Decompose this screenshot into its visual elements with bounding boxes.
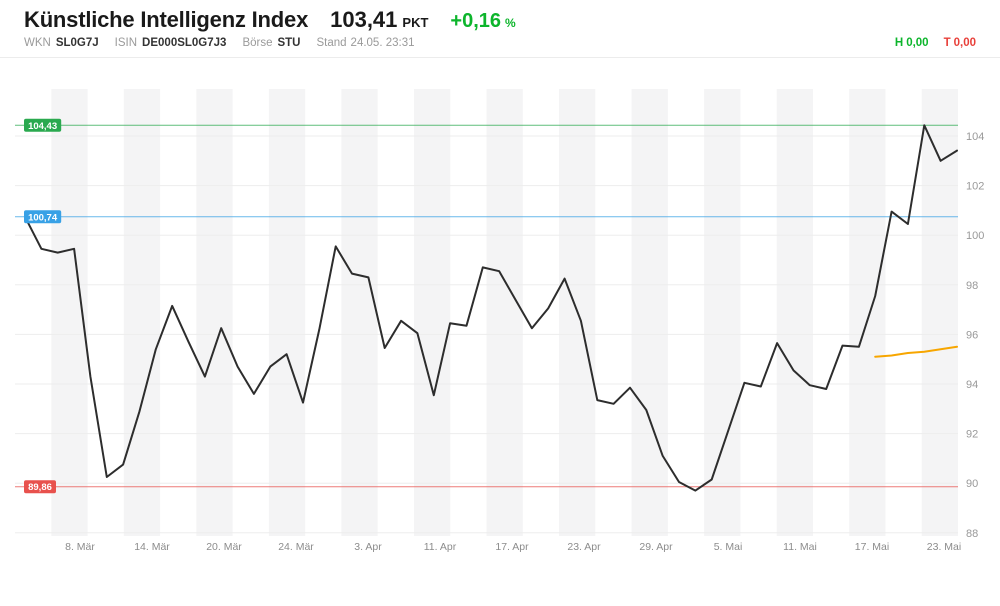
price-line (24, 124, 958, 492)
stand-label: Stand (316, 37, 347, 49)
week-band (196, 89, 233, 536)
week-band (414, 89, 451, 536)
y-axis-label: 98 (966, 280, 978, 292)
x-axis-label: 23. Apr (567, 541, 601, 553)
exchange-value: STU (277, 37, 301, 49)
day-high-label: H (894, 37, 904, 49)
wkn-label: WKN (24, 37, 51, 49)
index-unit: PKT (402, 15, 429, 30)
y-axis-label: 90 (966, 478, 978, 490)
x-axis-label: 23. Mai (927, 541, 961, 553)
info-row: WKN SL0G7J ISIN DE000SL0G7J3 Börse STU Stan… (24, 37, 976, 49)
x-axis-label: 11. Mai (783, 541, 817, 553)
price-chart[interactable]: 104 102 100 98 96 94 92 90 88 8. Mär 14. Mär 20. Mä… (0, 58, 1000, 601)
reference-line-badge-label: 89,86 (28, 482, 52, 493)
page-title: Künstliche Intelligenz Index (24, 7, 309, 32)
y-axis-label: 96 (966, 329, 978, 341)
day-high: H 0,00 (892, 37, 929, 49)
week-band (849, 89, 886, 536)
reference-line-badge-label: 104,43 (28, 121, 57, 132)
x-axis-label: 24. Mär (278, 541, 314, 553)
index-change: +0,16 (450, 10, 502, 32)
y-axis-label: 104 (966, 131, 984, 143)
reference-line-badge-label: 100,74 (28, 212, 58, 223)
index-value: 103,41 (330, 7, 398, 32)
y-axis-label: 94 (966, 379, 978, 391)
reference-line-badge (24, 118, 62, 132)
y-axis-label: 102 (966, 181, 984, 193)
stand-group: Stand 24.05. 23:31 (316, 37, 414, 49)
week-band (341, 89, 378, 536)
week-band (921, 89, 958, 536)
header: Künstliche Intelligenz Index 103,41 PKT … (0, 0, 1000, 58)
chart-area: 104 102 100 98 96 94 92 90 88 8. Mär 14. Mär 20. Mä… (0, 58, 1000, 601)
x-axis-label: 11. Apr (424, 541, 457, 553)
x-axis-label: 8. Mär (65, 541, 95, 553)
day-low-value: 0,00 (953, 37, 976, 49)
x-axis-label: 20. Mär (206, 541, 242, 553)
index-value-group: 103,41 PKT (330, 7, 428, 33)
exchange-label: Börse (242, 37, 273, 49)
isin-value: DE000SL0G7J3 (142, 37, 227, 49)
day-low-label: T (943, 37, 951, 49)
week-band (268, 89, 306, 536)
stand-value: 24.05. 23:31 (350, 37, 415, 49)
x-axis-label: 29. Apr (639, 541, 673, 553)
isin-label: ISIN (114, 37, 138, 49)
wkn-value: SL0G7J (55, 37, 99, 49)
day-low: T 0,00 (941, 37, 976, 49)
title-row: Künstliche Intelligenz Index 103,41 PKT … (24, 7, 976, 33)
wkn-group: WKN SL0G7J (24, 37, 99, 49)
exchange-group: Börse STU (242, 37, 300, 49)
y-axis-label: 92 (966, 429, 978, 441)
index-change-group: +0,16 % (450, 10, 515, 33)
x-axis-label: 3. Apr (354, 541, 382, 553)
reference-line-badge (24, 480, 56, 494)
week-band (776, 89, 813, 536)
week-band (123, 89, 161, 536)
y-axis-label: 88 (966, 528, 978, 540)
x-axis-label: 5. Mai (714, 541, 743, 553)
reference-line-badge (24, 210, 62, 224)
x-axis-label: 17. Mai (855, 541, 889, 553)
index-change-unit: % (505, 16, 516, 30)
y-axis-label: 100 (966, 230, 984, 242)
high-low-group: H 0,00 T 0,00 (892, 37, 976, 49)
x-axis-label: 17. Apr (495, 541, 529, 553)
week-band (631, 89, 668, 536)
average-line (874, 345, 958, 358)
week-band (704, 89, 741, 536)
day-high-value: 0,00 (906, 37, 929, 49)
week-band (486, 89, 523, 536)
x-axis-label: 14. Mär (134, 541, 170, 553)
isin-group: ISIN DE000SL0G7J3 (115, 37, 227, 49)
